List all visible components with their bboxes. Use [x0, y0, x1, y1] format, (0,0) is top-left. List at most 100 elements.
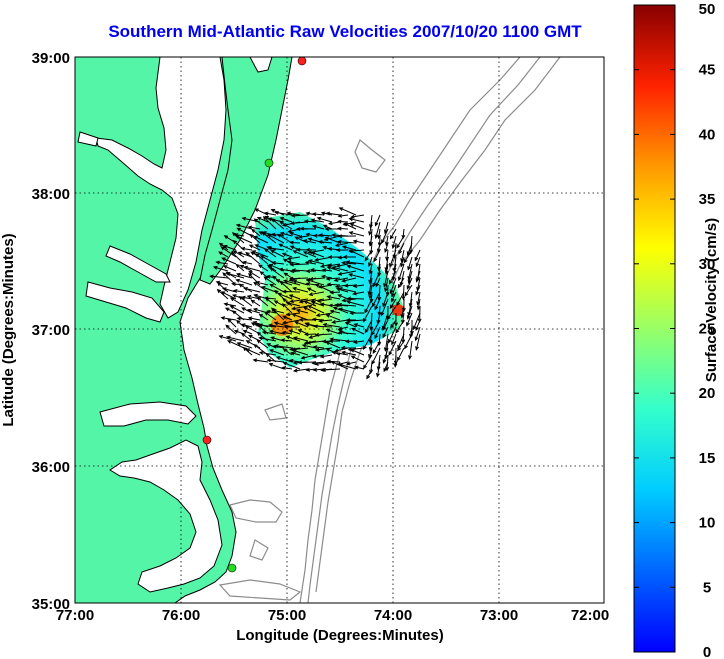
velocity-vector — [326, 295, 341, 300]
velocity-vector — [275, 279, 293, 286]
velocity-vector — [329, 337, 349, 342]
y-tick-label: 37:00 — [32, 322, 70, 339]
velocity-vector — [317, 240, 333, 244]
velocity-vector — [336, 239, 357, 244]
velocity-vector — [397, 277, 405, 289]
velocity-vector — [261, 231, 277, 244]
velocity-vector — [342, 255, 357, 260]
velocity-vector — [270, 249, 285, 258]
velocity-vector — [314, 283, 333, 293]
velocity-vector — [364, 298, 373, 314]
velocity-vector — [221, 257, 237, 265]
velocity-vector — [290, 213, 309, 218]
velocity-vector — [348, 231, 365, 237]
velocity-vector — [260, 286, 277, 293]
velocity-vector — [281, 303, 293, 314]
velocity-vector — [382, 326, 389, 339]
velocity-vector — [264, 297, 277, 307]
velocity-vector — [310, 251, 325, 258]
velocity-vector — [292, 349, 309, 356]
velocity-vector — [235, 319, 245, 328]
velocity-vector — [363, 354, 373, 370]
velocity-vector — [348, 249, 365, 258]
velocity-vector — [312, 233, 325, 238]
velocity-vector — [341, 245, 357, 251]
velocity-vector — [256, 216, 269, 223]
velocity-vector — [353, 323, 365, 328]
velocity-vector — [396, 291, 405, 307]
velocity-vector — [398, 242, 405, 255]
station-marker — [264, 158, 274, 168]
velocity-vector — [281, 330, 293, 335]
velocity-vector — [384, 277, 389, 293]
velocity-vector — [238, 295, 253, 307]
velocity-vector — [285, 335, 301, 342]
plot-frame — [74, 56, 605, 604]
velocity-vector — [282, 279, 301, 286]
velocity-vector — [408, 340, 413, 360]
york-river — [105, 245, 171, 283]
velocity-vector — [386, 305, 397, 321]
velocity-vector — [223, 302, 237, 307]
velocity-vector — [266, 358, 285, 363]
velocity-vector — [395, 319, 405, 334]
velocity-vector — [372, 270, 381, 288]
velocity-vector — [277, 292, 293, 300]
velocity-vector — [251, 250, 269, 258]
velocity-vector — [345, 361, 357, 366]
velocity-vector — [311, 224, 325, 230]
colorbar-label: Surface Velocity (cm/s) — [703, 218, 720, 382]
velocity-vector — [381, 228, 389, 244]
velocity-vector — [265, 309, 277, 314]
velocity-vector — [306, 340, 325, 345]
velocity-vector — [271, 261, 285, 265]
velocity-vector — [267, 246, 285, 251]
velocity-vector — [328, 303, 341, 308]
velocity-vector — [279, 217, 293, 223]
velocity-vector — [253, 281, 269, 293]
velocity-vector — [288, 329, 301, 335]
colorbar-tick-label: 40 — [699, 126, 716, 143]
velocity-vector — [348, 217, 365, 223]
velocity-vector — [304, 332, 317, 337]
velocity-vector — [263, 248, 277, 258]
velocity-vector — [305, 281, 317, 286]
velocity-vector — [313, 324, 333, 329]
velocity-vector — [300, 354, 317, 360]
velocity-vector — [288, 276, 309, 281]
velocity-vector — [290, 351, 301, 356]
velocity-vector — [396, 235, 405, 249]
velocity-vector — [276, 233, 293, 244]
velocity-vector — [348, 273, 365, 279]
y-tick-label: 35:00 — [32, 596, 70, 613]
velocity-vector — [274, 344, 293, 349]
velocity-vector — [305, 247, 317, 252]
velocity-vector — [235, 223, 253, 230]
velocity-vector — [309, 268, 325, 272]
velocity-vector — [341, 277, 357, 283]
velocity-vector — [225, 324, 237, 335]
velocity-vector — [256, 339, 269, 349]
velocity-vector — [415, 270, 421, 283]
x-tick-label: 76:00 — [162, 607, 200, 624]
velocity-vector — [292, 279, 309, 286]
velocity-vector — [279, 280, 293, 293]
velocity-vector — [391, 235, 397, 250]
velocity-vector — [248, 244, 261, 251]
velocity-vector — [289, 298, 309, 304]
velocity-vector — [325, 314, 341, 321]
velocity-vector — [383, 270, 389, 288]
velocity-vector — [391, 291, 397, 303]
x-tick-label: 74:00 — [374, 607, 412, 624]
velocity-vector — [225, 272, 245, 279]
velocity-vector — [415, 256, 421, 268]
velocity-vector — [278, 243, 293, 251]
velocity-vector — [344, 321, 357, 328]
x-tick-label: 77:00 — [56, 607, 94, 624]
velocity-vector — [335, 263, 349, 268]
velocity-vector — [261, 330, 277, 335]
station-marker — [227, 563, 237, 573]
velocity-vector — [414, 326, 421, 342]
velocity-vector — [235, 278, 253, 286]
velocity-vector — [253, 235, 269, 244]
